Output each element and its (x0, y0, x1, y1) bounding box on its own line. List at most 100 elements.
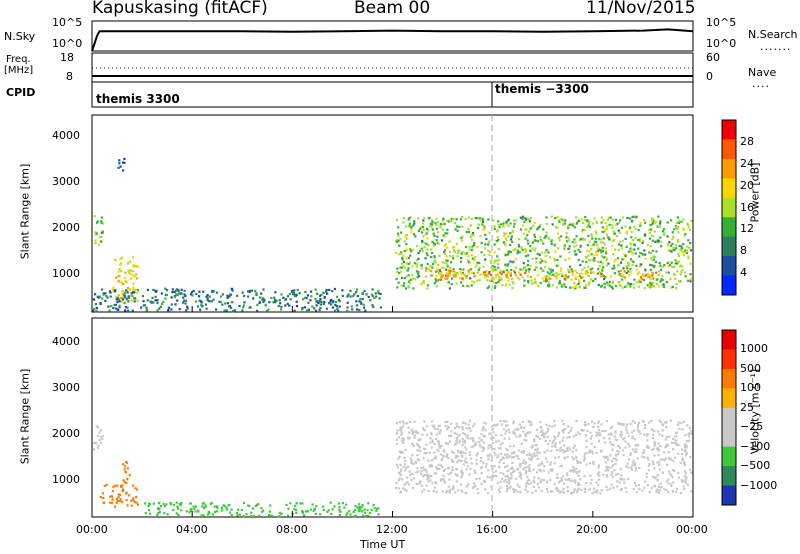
vel-cell (484, 429, 487, 432)
power-cell (416, 270, 419, 273)
power-cell (524, 228, 527, 231)
power-cell (156, 309, 159, 312)
vel-cell (419, 480, 422, 483)
power-cell (430, 222, 433, 225)
power-cell (447, 220, 450, 223)
power-cell (421, 241, 424, 244)
vel-cell (658, 433, 661, 436)
vel-cell (585, 434, 588, 437)
power-cell (316, 300, 319, 303)
vel-cell (204, 504, 207, 507)
vel-cell (207, 510, 210, 513)
vel-cell (610, 483, 613, 486)
power-cell (488, 240, 491, 243)
vel-cell (123, 465, 127, 468)
power-cell (620, 247, 623, 250)
vel-cell (402, 438, 406, 441)
vel-cell (482, 461, 485, 464)
power-cell (611, 280, 615, 283)
vel-cell (566, 473, 569, 477)
power-cell (588, 240, 591, 243)
vel-cell (633, 438, 636, 441)
power-cell (588, 222, 591, 225)
power-cell (641, 274, 644, 277)
power-cell (184, 299, 188, 302)
vel-cell (473, 469, 476, 472)
vel-cell (448, 490, 451, 493)
vel-cell (506, 449, 509, 452)
power-cell (132, 286, 135, 289)
power-cell (398, 271, 401, 275)
vel-cell (656, 461, 659, 464)
power-cell (395, 277, 398, 281)
vel-cell (610, 471, 614, 474)
power-cell (661, 284, 664, 287)
power-cell (124, 280, 127, 283)
vel-cell (468, 473, 471, 476)
vel-cell (98, 431, 101, 434)
power-cell (120, 281, 123, 284)
vel-cell (506, 487, 509, 491)
power-cell (555, 286, 558, 289)
vel-cell (405, 466, 408, 469)
cpid-label: CPID (6, 86, 36, 99)
power-cell (478, 261, 481, 265)
power-cell (662, 228, 666, 231)
power-cell (594, 237, 597, 240)
power-cell (170, 303, 173, 306)
vel-cell (599, 434, 602, 437)
vel-cell (480, 457, 483, 460)
power-cell (599, 241, 603, 244)
power-cell (572, 274, 575, 277)
vel-cell (268, 510, 271, 513)
power-cell (431, 266, 434, 269)
power-cell (571, 241, 574, 244)
power-cell (334, 303, 337, 307)
vel-cell (121, 489, 125, 492)
vel-cell (612, 486, 615, 489)
nsky-label: N.Sky (4, 30, 36, 43)
vel-cell (573, 469, 576, 472)
vel-cell (560, 490, 563, 493)
power-cell (132, 263, 135, 267)
vel-cell (295, 511, 298, 514)
power-cell (431, 274, 434, 277)
power-cell (427, 229, 430, 232)
power-cell (124, 271, 127, 274)
vel-cell (684, 448, 687, 451)
power-cell (109, 295, 112, 298)
vel-cell (687, 440, 690, 443)
power-cell (651, 239, 654, 242)
power-cell (599, 249, 602, 252)
power-cell (506, 253, 509, 256)
power-cell (114, 258, 117, 262)
vel-cell (637, 457, 640, 460)
power-cell (450, 277, 454, 280)
vel-cell (118, 500, 121, 503)
power-cell (512, 225, 515, 228)
vel-cell (484, 465, 487, 468)
power-cell (496, 273, 499, 276)
power-cell (459, 218, 462, 221)
power-cell (573, 238, 576, 241)
power-cell (587, 234, 590, 237)
power-cell (629, 285, 632, 288)
vel-cell (579, 461, 582, 464)
power-cell (497, 223, 500, 226)
vel-cell (506, 470, 509, 473)
vel-cell (415, 430, 418, 433)
power-cell (677, 221, 680, 225)
vel-cell (147, 509, 151, 512)
power-cell (527, 242, 530, 245)
power-cell (627, 282, 630, 285)
vel-cell (684, 434, 687, 437)
vel-cell (357, 503, 361, 506)
power-cell (95, 307, 98, 310)
power-cell (643, 218, 646, 221)
vel-cell (215, 510, 219, 513)
vel-cell (467, 483, 470, 486)
power-cell (346, 306, 349, 309)
power-cell (130, 277, 133, 280)
power-cell (544, 251, 547, 254)
power-cell (643, 233, 647, 236)
